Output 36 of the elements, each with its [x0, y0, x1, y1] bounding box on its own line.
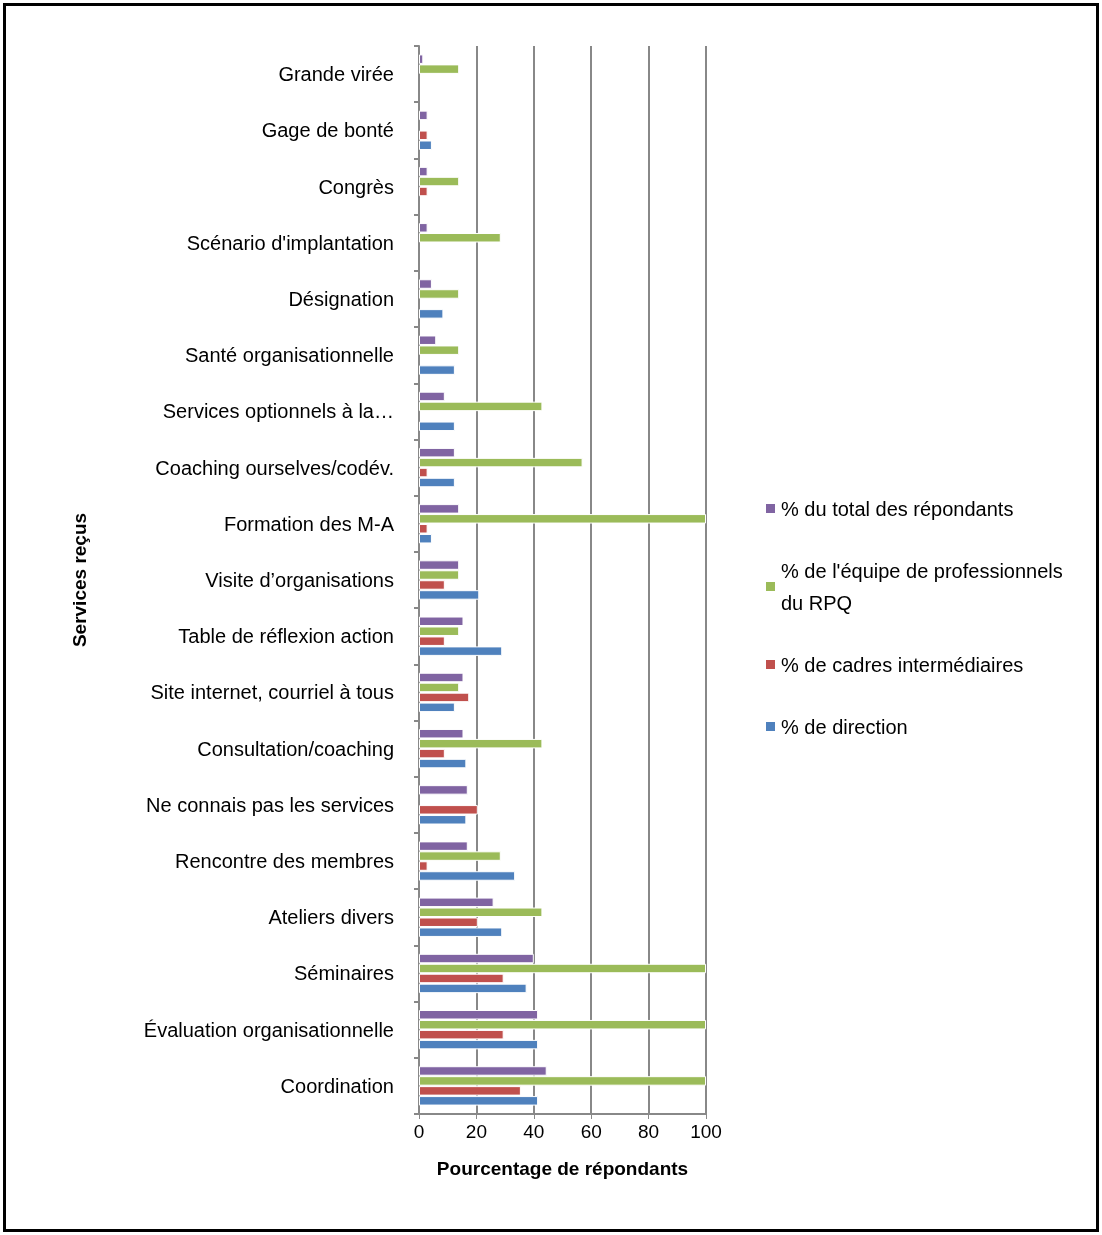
y-tick-label: Évaluation organisationnelle [143, 1018, 394, 1041]
y-tick-label: Santé organisationnelle [184, 344, 394, 367]
y-tick-label: Services optionnels à la… [162, 400, 394, 423]
y-tick-label: Ateliers divers [268, 906, 394, 929]
y-tick-label: Table de réflexion action [178, 625, 394, 648]
y-tick-label: Désignation [288, 287, 394, 310]
legend-label: % du total des répondants [781, 497, 1014, 520]
legend-label: % de direction [781, 715, 908, 738]
x-tick-label: 0 [413, 1121, 425, 1142]
y-tick-label: Scénario d'implantation [186, 231, 394, 254]
y-tick-label: Site internet, courriel à tous [150, 681, 394, 704]
bar [419, 365, 455, 375]
bar [419, 110, 428, 121]
y-tick-label: Ne connais pas les services [146, 793, 394, 816]
x-tick-label: 80 [638, 1121, 660, 1142]
bar [419, 309, 444, 319]
legend-label: % de cadres intermédiaires [781, 653, 1024, 676]
x-axis-title: Pourcentage de répondants [436, 1158, 689, 1179]
x-tick-label: 60 [580, 1121, 602, 1142]
y-tick-label: Congrès [318, 175, 394, 198]
y-tick-label: Grande virée [278, 63, 394, 86]
y-tick-label: Consultation/coaching [197, 737, 394, 760]
x-tick-label: 100 [690, 1121, 722, 1142]
y-tick-label: Coaching ourselves/codév. [155, 456, 394, 479]
x-tick-label: 20 [465, 1121, 487, 1142]
bar [419, 421, 455, 432]
bar [419, 785, 468, 795]
y-axis-title: Services reçus [69, 512, 90, 648]
x-tick-label: 40 [523, 1121, 545, 1142]
y-tick-label: Rencontre des membres [175, 850, 394, 873]
y-tick-label: Formation des M-A [223, 512, 395, 535]
y-tick-label: Gage de bonté [261, 119, 394, 142]
y-tick-label: Séminaires [293, 962, 394, 985]
y-tick-label: Coordination [280, 1074, 394, 1097]
legend-label: % de l'équipe de professionnels du RPQ [781, 559, 1069, 614]
y-tick-label: Visite d’organisations [205, 569, 394, 591]
